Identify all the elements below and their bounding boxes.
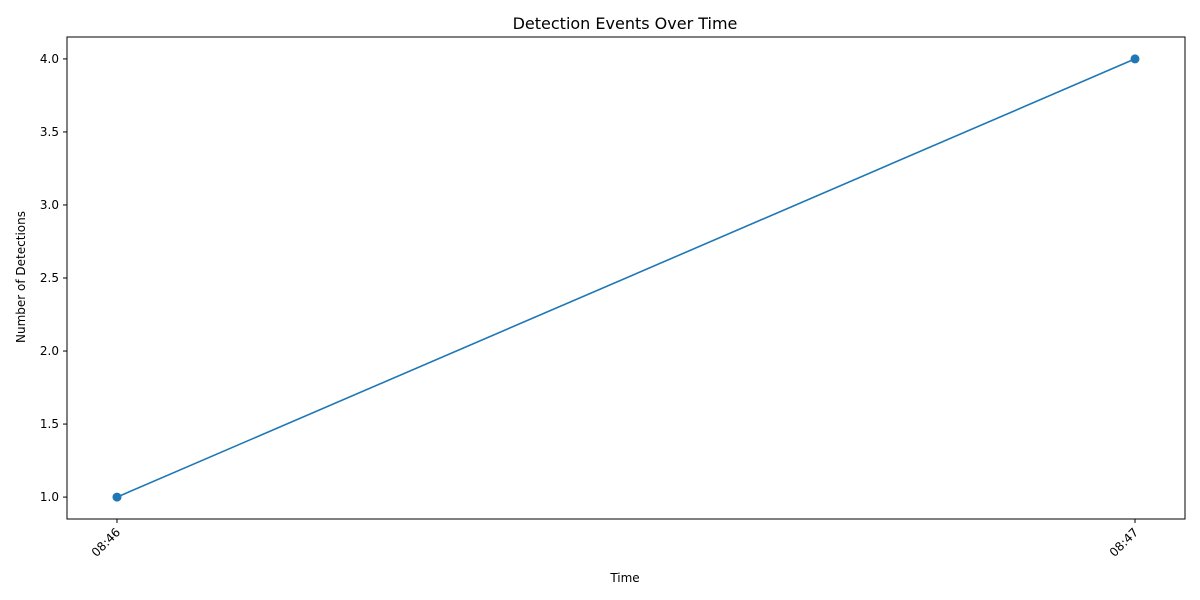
x-axis-label: Time (609, 571, 639, 585)
y-tick-label: 2.5 (40, 271, 59, 285)
y-tick-label: 2.0 (40, 344, 59, 358)
series-line (116, 58, 1136, 498)
y-axis-label: Number of Detections (14, 211, 28, 343)
data-point (112, 492, 122, 502)
y-axis-ticks: 1.0 1.5 2.0 2.5 3.0 3.5 4.0 (40, 52, 67, 504)
y-tick-label: 4.0 (40, 52, 59, 66)
chart-title: Detection Events Over Time (513, 14, 738, 33)
y-tick-label: 1.0 (40, 490, 59, 504)
y-tick-label: 3.5 (40, 125, 59, 139)
series-layer (112, 54, 1140, 502)
y-tick-label: 3.0 (40, 198, 59, 212)
data-point (1130, 54, 1140, 64)
y-tick-label: 1.5 (40, 417, 59, 431)
